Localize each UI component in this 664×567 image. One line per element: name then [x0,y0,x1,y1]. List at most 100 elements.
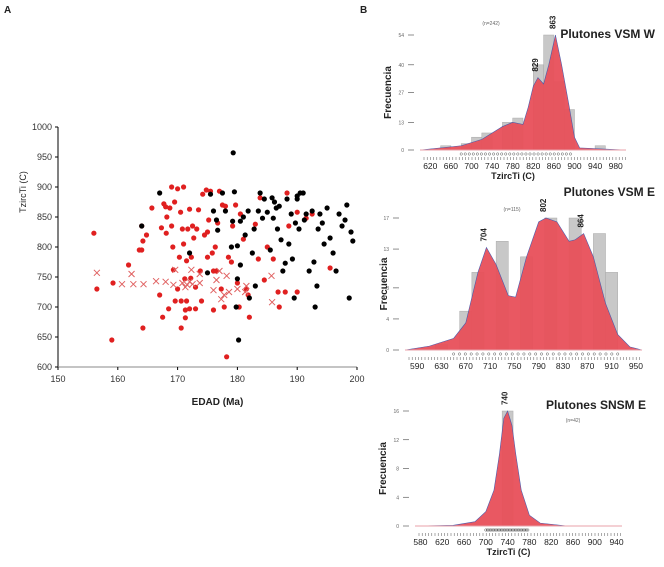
x-tick-label: 780 [506,161,520,171]
cross-stroke [189,280,196,288]
data-rug-marker [616,352,620,356]
y-axis-title: Frecuencia [379,257,390,310]
chart-title: Plutones SNSM E [546,398,646,412]
data-point-red [164,214,170,220]
cross-stroke [196,279,204,287]
data-point-black [264,209,270,215]
data-point-red [204,229,211,235]
data-point-black [278,237,284,243]
data-point-cross [213,276,220,284]
data-rug-marker [552,152,556,156]
data-point-cross [189,280,196,288]
data-point-red [261,277,267,283]
sample-count: (n=42) [566,418,581,424]
x-tick-label: 740 [485,161,499,171]
histogram-snsm-e: 0 4 8 12 16 580 620 660 700 740 780 820 860 900 940 Tzi… [378,391,646,557]
data-point-red [163,204,169,210]
data-point-red [169,223,175,229]
y-tick-label: 8 [386,286,389,292]
cross-stroke [152,277,160,285]
data-point-black [309,208,315,214]
data-rug-marker [499,528,503,532]
x-tick-label: 910 [605,361,619,371]
data-point-red [240,236,246,242]
data-rug-marker [475,352,479,356]
data-rug-marker [526,528,530,532]
peak-label: 802 [539,198,548,212]
data-point-cross [128,270,135,278]
data-point-red [139,247,145,253]
data-point-cross [188,266,195,274]
data-point-red [191,235,197,241]
data-point-black [249,250,255,256]
data-point-red [180,184,187,190]
x-tick-label: 940 [588,161,602,171]
x-tick-label: 950 [629,361,643,371]
data-point-red [252,221,258,227]
data-point-black [342,217,348,223]
data-point-black [286,241,292,247]
peak-label: 829 [531,58,540,72]
y-axis-title: Frecuencia [383,66,394,119]
data-point-red [189,223,196,229]
data-point-black [306,268,312,274]
x-tick-label: 700 [479,537,493,547]
data-point-cross [220,291,228,299]
data-point-red [185,226,191,232]
data-rug-marker [501,528,505,532]
data-rug-marker [503,528,506,532]
data-rug-marker [518,528,522,532]
data-point-red [143,232,150,238]
data-point-red [178,298,184,304]
data-point-cross [93,269,101,277]
data-point-cross [216,267,223,275]
data-point-black [315,226,321,232]
x-tick-label: 160 [110,374,125,384]
data-point-black [300,190,306,196]
data-point-red [186,206,193,212]
sample-count: (n=242) [482,21,500,27]
data-point-black [269,195,275,201]
data-point-black [228,244,235,250]
data-point-black [233,304,239,310]
data-point-red [94,286,100,292]
data-rug-marker [463,152,467,156]
cross-stroke [241,288,249,296]
data-point-red [182,276,188,282]
data-point-cross [217,295,225,303]
data-point-black [242,232,248,238]
x-axis-title: EDAD (Ma) [192,397,244,408]
data-point-red [225,254,232,260]
data-point-red [91,230,97,236]
cross-stroke [196,270,204,278]
y-tick-label: 0 [401,148,404,154]
data-point-cross [140,280,147,288]
data-point-black [271,199,278,205]
cross-stroke [220,291,228,299]
data-rug-marker [532,152,536,156]
y-tick-label: 16 [393,409,399,415]
data-rug-marker [471,152,475,156]
data-point-red [224,354,230,360]
peak-label: 863 [548,15,557,29]
y-tick-label: 800 [37,242,52,252]
data-rug-marker [586,352,590,356]
data-point-black [280,268,286,274]
data-point-red [177,209,184,215]
data-point-black [246,295,252,301]
data-point-black [348,229,354,235]
data-rug-marker [513,528,517,532]
cross-stroke [188,266,195,274]
data-rug-marker [496,528,500,532]
data-point-black [311,259,317,265]
data-point-cross [118,280,126,288]
data-rug-marker [520,152,524,156]
data-rug-marker [512,528,516,532]
data-point-black [139,223,145,229]
data-rug-marker [504,528,508,532]
panel-b-label: B [360,5,367,16]
cross-stroke [93,269,101,277]
data-point-red [221,304,227,310]
y-axis-title: Frecuencia [378,442,389,495]
